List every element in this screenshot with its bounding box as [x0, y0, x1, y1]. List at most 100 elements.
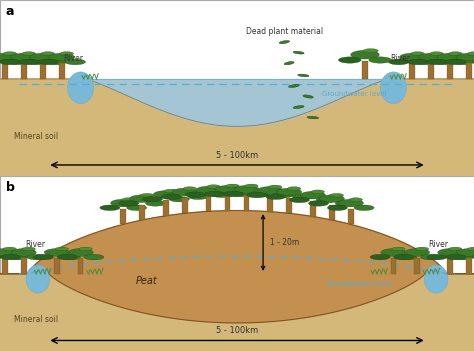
- Ellipse shape: [456, 53, 474, 61]
- FancyBboxPatch shape: [447, 63, 453, 79]
- Bar: [0, 274, 474, 351]
- Ellipse shape: [284, 61, 294, 65]
- Ellipse shape: [290, 197, 310, 203]
- Text: Groundwater level: Groundwater level: [327, 281, 392, 287]
- FancyBboxPatch shape: [21, 63, 27, 79]
- Text: Mineral soil: Mineral soil: [14, 315, 58, 324]
- Ellipse shape: [381, 249, 406, 256]
- Ellipse shape: [215, 185, 240, 193]
- FancyBboxPatch shape: [21, 258, 27, 274]
- Ellipse shape: [419, 53, 444, 61]
- Ellipse shape: [424, 265, 448, 293]
- Ellipse shape: [55, 247, 69, 251]
- Ellipse shape: [319, 195, 345, 203]
- FancyBboxPatch shape: [78, 258, 83, 274]
- Ellipse shape: [276, 188, 302, 196]
- Ellipse shape: [454, 254, 474, 260]
- Ellipse shape: [427, 254, 447, 260]
- Ellipse shape: [34, 254, 54, 260]
- FancyBboxPatch shape: [244, 195, 249, 211]
- Text: River: River: [26, 240, 46, 249]
- Ellipse shape: [293, 106, 304, 108]
- Ellipse shape: [27, 254, 47, 260]
- Ellipse shape: [100, 205, 120, 211]
- Ellipse shape: [143, 196, 163, 202]
- Ellipse shape: [415, 247, 429, 251]
- FancyBboxPatch shape: [466, 258, 472, 274]
- Ellipse shape: [328, 205, 347, 211]
- Ellipse shape: [26, 265, 50, 293]
- FancyBboxPatch shape: [362, 61, 368, 79]
- FancyBboxPatch shape: [414, 258, 420, 274]
- Ellipse shape: [394, 254, 414, 260]
- FancyBboxPatch shape: [329, 205, 335, 220]
- Text: a: a: [6, 5, 14, 18]
- Ellipse shape: [309, 200, 328, 206]
- Ellipse shape: [247, 192, 267, 198]
- Ellipse shape: [389, 59, 409, 65]
- Ellipse shape: [380, 72, 406, 104]
- Ellipse shape: [196, 186, 221, 194]
- Text: Peat: Peat: [136, 276, 158, 286]
- Ellipse shape: [250, 191, 270, 197]
- Ellipse shape: [140, 193, 154, 197]
- FancyBboxPatch shape: [120, 209, 126, 224]
- Ellipse shape: [404, 249, 430, 256]
- Ellipse shape: [188, 194, 208, 199]
- Ellipse shape: [0, 53, 18, 61]
- Ellipse shape: [392, 247, 405, 251]
- FancyBboxPatch shape: [466, 63, 472, 79]
- FancyBboxPatch shape: [310, 201, 316, 217]
- Ellipse shape: [473, 59, 474, 65]
- Ellipse shape: [438, 53, 463, 61]
- Ellipse shape: [162, 194, 182, 199]
- FancyBboxPatch shape: [59, 63, 64, 79]
- Ellipse shape: [300, 191, 326, 199]
- Ellipse shape: [22, 247, 36, 251]
- Ellipse shape: [127, 205, 146, 211]
- Ellipse shape: [0, 59, 1, 65]
- Ellipse shape: [448, 247, 462, 251]
- FancyBboxPatch shape: [54, 258, 60, 274]
- Ellipse shape: [257, 186, 283, 194]
- FancyBboxPatch shape: [447, 258, 453, 274]
- Ellipse shape: [223, 191, 243, 197]
- Ellipse shape: [153, 191, 179, 198]
- Ellipse shape: [22, 52, 36, 55]
- Ellipse shape: [60, 52, 73, 55]
- Ellipse shape: [427, 59, 447, 65]
- FancyBboxPatch shape: [348, 209, 354, 224]
- Ellipse shape: [38, 59, 58, 65]
- Ellipse shape: [363, 49, 378, 53]
- Ellipse shape: [303, 95, 313, 98]
- Ellipse shape: [0, 254, 20, 260]
- Ellipse shape: [8, 59, 28, 65]
- Text: b: b: [6, 181, 15, 194]
- Ellipse shape: [44, 249, 70, 256]
- Ellipse shape: [400, 53, 425, 61]
- Ellipse shape: [446, 254, 466, 260]
- Ellipse shape: [292, 194, 312, 199]
- FancyBboxPatch shape: [391, 258, 396, 274]
- Ellipse shape: [164, 189, 178, 193]
- FancyBboxPatch shape: [286, 198, 292, 213]
- Ellipse shape: [212, 192, 232, 198]
- Ellipse shape: [456, 249, 474, 256]
- FancyBboxPatch shape: [163, 200, 169, 216]
- Ellipse shape: [3, 247, 17, 251]
- Ellipse shape: [68, 249, 93, 256]
- Ellipse shape: [338, 199, 364, 207]
- Ellipse shape: [467, 247, 474, 251]
- Ellipse shape: [338, 57, 361, 63]
- Ellipse shape: [298, 74, 309, 77]
- Ellipse shape: [129, 195, 155, 203]
- Ellipse shape: [268, 185, 282, 189]
- Ellipse shape: [429, 52, 443, 55]
- Ellipse shape: [369, 57, 392, 63]
- Text: Mineral soil: Mineral soil: [14, 132, 58, 141]
- Ellipse shape: [467, 52, 474, 55]
- FancyBboxPatch shape: [139, 205, 145, 220]
- Ellipse shape: [435, 59, 455, 65]
- Ellipse shape: [234, 185, 259, 193]
- FancyBboxPatch shape: [225, 195, 230, 211]
